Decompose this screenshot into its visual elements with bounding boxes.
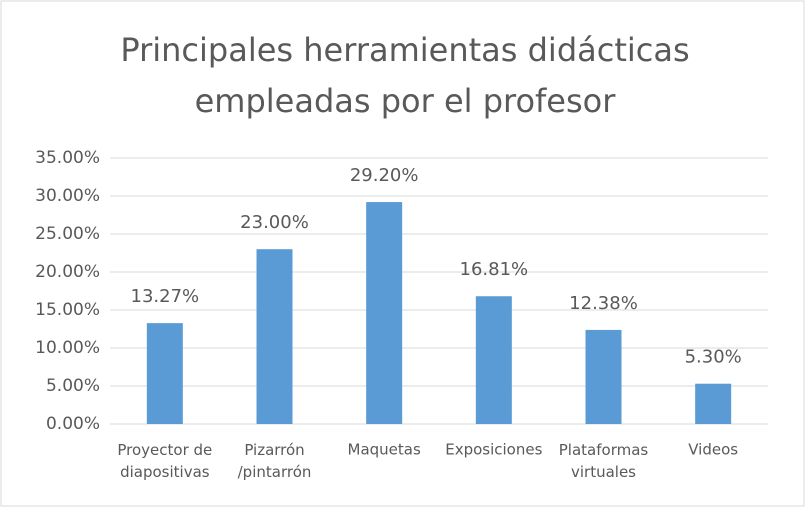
value-label: 5.30%: [685, 347, 742, 368]
x-tick-label: Maquetas: [348, 441, 421, 459]
y-tick-label: 0.00%: [46, 414, 100, 434]
y-tick-label: 25.00%: [35, 224, 100, 244]
y-tick-label: 15.00%: [35, 300, 100, 320]
value-label: 16.81%: [460, 259, 529, 280]
bar: [695, 383, 732, 424]
x-tick-label: Pizarrón/pintarrón: [238, 441, 312, 481]
y-tick-label: 35.00%: [35, 148, 100, 168]
y-tick-label: 10.00%: [35, 338, 100, 358]
x-tick-label: Proyector de diapositivas: [117, 441, 212, 481]
value-label: 29.20%: [350, 165, 419, 186]
x-tick-label: Videos: [688, 441, 738, 459]
value-label: 13.27%: [131, 286, 200, 307]
bar: [146, 323, 183, 424]
y-tick-label: 5.00%: [46, 376, 100, 396]
y-tick-label: 20.00%: [35, 262, 100, 282]
chart-title: Principales herramientas didácticas: [120, 31, 689, 69]
value-label: 23.00%: [240, 212, 309, 233]
bar: [475, 296, 512, 424]
y-tick-label: 30.00%: [35, 186, 100, 206]
x-tick-label: Exposiciones: [445, 441, 542, 459]
x-tick-label: Plataformas virtuales: [559, 441, 649, 481]
bar: [256, 249, 293, 424]
value-label: 12.38%: [569, 293, 638, 314]
chart-title: empleadas por el profesor: [195, 82, 617, 120]
bar: [585, 329, 622, 424]
bar: [366, 202, 403, 424]
